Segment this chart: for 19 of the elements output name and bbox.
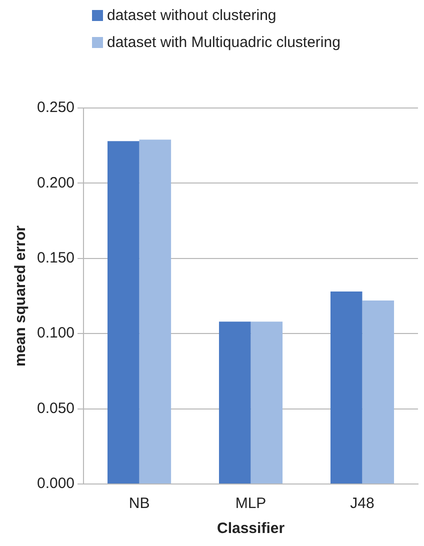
bar bbox=[250, 322, 283, 484]
x-tick-label: J48 bbox=[350, 495, 374, 512]
y-tick-label: 0.150 bbox=[36, 250, 75, 267]
bar bbox=[139, 140, 172, 484]
x-tick-label: MLP bbox=[235, 495, 266, 512]
x-tick-label: NB bbox=[128, 495, 150, 512]
y-tick-label: 0.000 bbox=[36, 475, 75, 492]
y-tick-label: 0.250 bbox=[36, 99, 75, 116]
legend-label: dataset without clustering bbox=[107, 6, 276, 25]
bar bbox=[108, 141, 140, 484]
y-tick-label: 0.100 bbox=[36, 324, 75, 342]
y-tick-label: 0.050 bbox=[36, 400, 75, 417]
x-axis-title: Classifier bbox=[216, 520, 285, 538]
bar bbox=[218, 322, 251, 484]
y-tick-label: 0.200 bbox=[36, 174, 75, 192]
legend-label: dataset with Multiquadric clustering bbox=[107, 33, 340, 52]
bar bbox=[330, 291, 362, 484]
bar bbox=[362, 300, 394, 484]
y-axis-title: mean squared error bbox=[12, 225, 30, 366]
